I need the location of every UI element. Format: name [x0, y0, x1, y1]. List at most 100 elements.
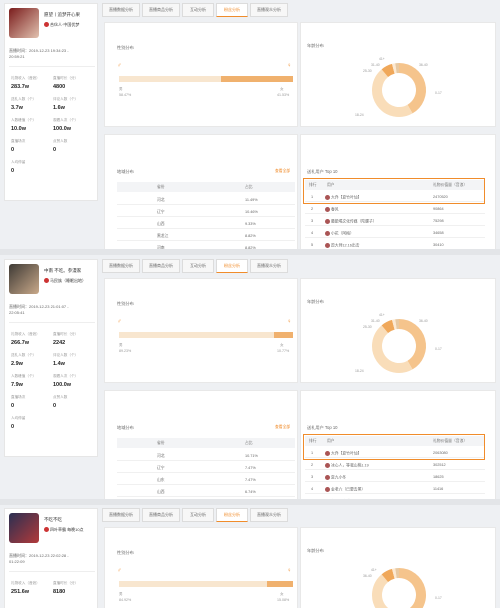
- age-slice-0: [398, 63, 426, 114]
- region-view-all-link[interactable]: 查看全部: [275, 169, 291, 173]
- tab-bar: 直播数据分析 直播商品分析 互动分析 粉丝分析 直播观众分析: [102, 259, 500, 273]
- tab-3[interactable]: 粉丝分析: [216, 259, 248, 273]
- share: 10.71%: [245, 453, 258, 458]
- tab-1[interactable]: 直播商品分析: [142, 3, 180, 17]
- highlight-box: [303, 178, 485, 204]
- divider: [9, 322, 95, 323]
- user-avatar: [325, 474, 330, 480]
- table-row: 河北 11.49%: [117, 194, 295, 205]
- stat-label: 直播时长（分）: [53, 581, 79, 585]
- share: 8.82%: [245, 245, 256, 250]
- age-donut-chart: [372, 319, 426, 373]
- gifter-user[interactable]: 冰心人，等我山桃1.19: [325, 462, 369, 469]
- gifter-user[interactable]: 小花（阿梅）: [325, 230, 354, 237]
- gift-value: 11416: [433, 486, 444, 491]
- male-icon: ♂: [117, 63, 122, 69]
- age-slice-1: [372, 69, 413, 117]
- guild-link[interactable]: 四叶草霸 每晚10点: [44, 527, 84, 533]
- guild-icon: [44, 22, 49, 28]
- male-percent: 89.23%: [119, 349, 132, 353]
- gifter-user[interactable]: 最能喝文化传媒（陀螺子）: [325, 218, 377, 225]
- female-percent: 10.77%: [277, 349, 290, 353]
- avatar[interactable]: [9, 264, 39, 294]
- avatar[interactable]: [9, 513, 39, 543]
- streamer-name[interactable]: 不吃不吃: [44, 517, 62, 522]
- province: 黑龙江: [157, 233, 169, 238]
- guild-link[interactable]: 合伙人·中国优梦: [44, 22, 79, 28]
- stream-time: 直播时间：2019-12-23 19:34:23 - 20:59:21: [9, 48, 69, 59]
- gift-value: 18625: [433, 474, 444, 479]
- province: 山西: [157, 221, 165, 226]
- region-view-all-link[interactable]: 查看全部: [275, 425, 291, 429]
- tab-2[interactable]: 互动分析: [182, 259, 214, 273]
- tab-1[interactable]: 直播商品分析: [142, 259, 180, 273]
- table-row: 1 大乔【夏竹叶仙】 2470520: [305, 191, 485, 202]
- tab-4[interactable]: 直播观众分析: [250, 259, 288, 273]
- gifter-user[interactable]: 愿大师12.16出击: [325, 242, 360, 249]
- user-avatar: [325, 450, 330, 456]
- top-gifters-card: 送礼用户 Top 10 排行 用户 礼物价值量（音浪） 1 大乔【夏竹叶仙】 2470520…: [300, 134, 496, 254]
- male-fill: [119, 76, 221, 82]
- stat-value: 0: [11, 403, 15, 409]
- male-percent: 58.47%: [119, 93, 132, 97]
- streamer-name[interactable]: 愿望丨追梦开心果: [44, 12, 80, 17]
- age-slice-1: [372, 574, 389, 608]
- col-share: 占比: [245, 441, 253, 445]
- tab-0[interactable]: 直播数据分析: [102, 259, 140, 273]
- tab-4[interactable]: 直播观众分析: [250, 508, 288, 522]
- table-row: 辽宁 10.46%: [117, 206, 295, 217]
- age-donut-chart: [372, 63, 426, 117]
- gender-distribution-card: 性别分布 ♂ ♀ 男 84.92% 女 15.08%: [104, 527, 298, 608]
- col-rank: 排行: [309, 439, 317, 443]
- gender-title: 性别分布: [117, 550, 134, 555]
- tab-3[interactable]: 粉丝分析: [216, 508, 248, 522]
- streamer-card: 不吃不吃 四叶草霸 每晚10点 直播时间：2019-12-23 22:02:28 -…: [4, 508, 98, 608]
- tab-2[interactable]: 互动分析: [182, 508, 214, 522]
- age-title: 年龄分布: [307, 548, 324, 553]
- gifter-name: 夏九小冬: [331, 475, 347, 479]
- age-label: 25-30: [363, 69, 372, 73]
- tab-0[interactable]: 直播数据分析: [102, 508, 140, 522]
- stat-value: 2242: [53, 340, 66, 346]
- user-avatar: [325, 462, 330, 468]
- tab-2[interactable]: 互动分析: [182, 3, 214, 17]
- table-row: 山东 7.47%: [117, 474, 295, 485]
- stat-value: 0: [11, 424, 15, 430]
- streamer-name[interactable]: 中南 不吃。参漫家: [44, 268, 82, 273]
- tab-4[interactable]: 直播观众分析: [250, 3, 288, 17]
- stat-value: 0: [53, 403, 57, 409]
- stat-value: 0: [11, 147, 15, 153]
- avatar[interactable]: [9, 8, 39, 38]
- tab-0[interactable]: 直播数据分析: [102, 3, 140, 17]
- guild-name: 四叶草霸 每晚10点: [50, 527, 84, 532]
- gift-value: 30410: [433, 242, 444, 247]
- share: 10.46%: [245, 209, 258, 214]
- province: 河北: [157, 197, 165, 202]
- share: 11.49%: [245, 197, 258, 202]
- table-row: 1 大乔【夏竹叶仙】 2063080: [305, 447, 485, 458]
- age-label: 18-24: [355, 113, 364, 117]
- gifter-user[interactable]: 春风: [325, 206, 339, 213]
- table-row: 黑龙江 8.82%: [117, 230, 295, 241]
- stat-value: 100.0w: [53, 382, 72, 388]
- gifter-user[interactable]: 夏九小冬: [325, 474, 347, 481]
- col-share: 占比: [245, 185, 253, 189]
- tab-3[interactable]: 粉丝分析: [216, 3, 248, 17]
- stat-label: 直播时长（分）: [53, 332, 79, 336]
- gifter-user[interactable]: 大乔【夏竹叶仙】: [325, 450, 361, 457]
- tab-1[interactable]: 直播商品分析: [142, 508, 180, 522]
- user-avatar: [325, 486, 330, 492]
- guild-link[interactable]: 马民族（睡眠出地）: [44, 278, 86, 284]
- gender-title: 性别分布: [117, 45, 134, 50]
- col-rank: 排行: [309, 183, 317, 187]
- stat-value: 10.0w: [11, 126, 26, 132]
- gift-value: 2063080: [433, 450, 448, 455]
- male-fill: [119, 581, 267, 587]
- panel-separator: [0, 499, 500, 505]
- gifter-name: 金老六（已要去黑）: [331, 487, 366, 491]
- gifter-user[interactable]: 金老六（已要去黑）: [325, 486, 366, 493]
- gifter-user[interactable]: 大乔【夏竹叶仙】: [325, 194, 361, 201]
- gender-bar: [119, 76, 293, 82]
